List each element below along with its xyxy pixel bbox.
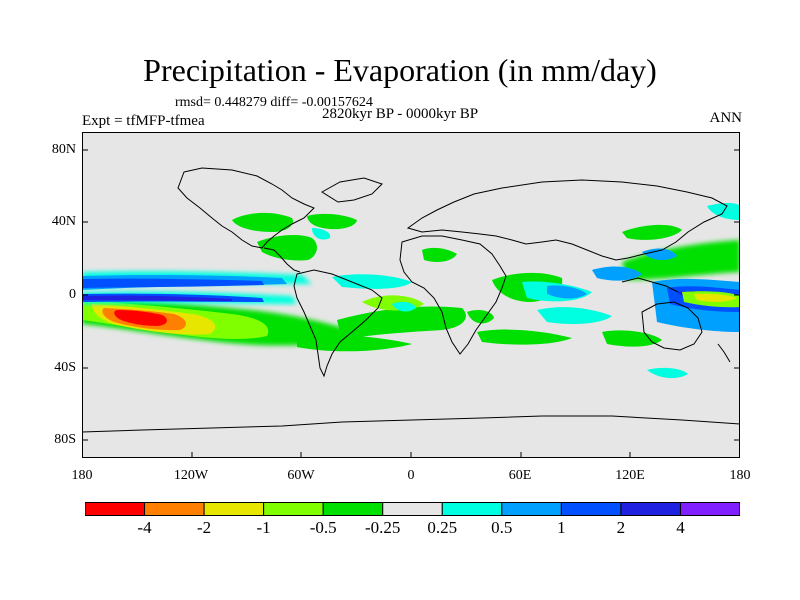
coast-greenland [321, 177, 383, 203]
colorbar-swatch [144, 502, 205, 516]
coast-central-america [263, 247, 301, 273]
field-patch [642, 248, 677, 261]
coast-africa [399, 235, 507, 355]
field-patch [257, 235, 317, 261]
colorbar-label: -0.25 [364, 518, 401, 537]
colorbar-swatch [679, 502, 740, 516]
lat-label: 40S [54, 360, 76, 375]
colorbar-label: 0.5 [491, 518, 513, 537]
colorbar-label: -2 [197, 518, 212, 537]
chart-title: Precipitation - Evaporation (in mm/day) [143, 52, 657, 88]
coast-eurasia [406, 179, 728, 261]
coastlines [82, 167, 740, 433]
field-patch [82, 278, 264, 288]
field-patch [232, 212, 294, 232]
lon-label: 60E [508, 468, 532, 483]
stats-label: rmsd= 0.448279 diff= -0.00157624 [175, 95, 373, 110]
field-patch [694, 293, 737, 303]
colorbar-swatch [263, 502, 324, 516]
coast-indonesia [621, 277, 679, 293]
coast-antarctica [82, 415, 740, 433]
world-map [82, 132, 740, 458]
field-patch [592, 266, 642, 281]
colorbar-swatch [560, 502, 622, 516]
field-patch [337, 306, 466, 340]
colorbar-swatch [501, 502, 562, 516]
field-patch [422, 247, 457, 262]
map-ticks [82, 149, 740, 458]
lat-label: 80N [51, 142, 76, 157]
lon-label: 120E [615, 468, 645, 483]
field-patch [312, 228, 331, 240]
lon-label: 180 [729, 468, 751, 483]
lon-label: 0 [407, 468, 415, 483]
field-patch [114, 310, 167, 326]
colorbar-label: 2 [616, 518, 626, 537]
colorbar-label: -0.5 [309, 518, 337, 537]
field-patch [467, 310, 494, 324]
colorbar-label: 1 [557, 518, 566, 537]
coast-australia [641, 301, 703, 351]
colorbar-swatch [322, 502, 384, 516]
coast-south-america [293, 269, 383, 378]
field-patch [392, 301, 416, 312]
lon-label: 60W [287, 468, 315, 483]
field-patch [82, 295, 232, 301]
colorbar [85, 502, 740, 516]
colorbar-label: -1 [256, 518, 271, 537]
lon-label: 120W [173, 468, 209, 483]
colorbar-swatch [203, 502, 265, 516]
field-patch [332, 274, 412, 289]
field-patch [622, 224, 682, 240]
lon-label: 180 [71, 468, 93, 483]
field-patch [307, 213, 357, 230]
anomaly-field [82, 203, 740, 379]
season-label: ANN [709, 110, 743, 126]
field-patch [647, 367, 688, 379]
field-patch [297, 334, 412, 352]
subtitle-label: 2820kyr BP - 0000kyr BP [322, 106, 479, 122]
field-patch [537, 307, 612, 324]
lat-label: 40N [51, 214, 76, 229]
colorbar-label: 4 [676, 518, 685, 537]
colorbar-swatch [382, 502, 443, 516]
field-patch [602, 330, 662, 347]
lat-label: 0 [69, 287, 76, 302]
field-patch [622, 240, 740, 280]
colorbar-swatch [441, 502, 503, 516]
colorbar-swatch [85, 502, 146, 516]
coast-north-america [177, 167, 315, 249]
field-patch [477, 329, 572, 345]
field-patch [547, 285, 587, 299]
lat-label: 80S [54, 432, 76, 447]
experiment-label: Expt = tfMFP-tfmea [82, 113, 205, 129]
colorbar-swatch [620, 502, 681, 516]
coast-new-zealand [717, 343, 731, 363]
colorbar-label: -4 [137, 518, 152, 537]
colorbar-label: 0.25 [427, 518, 458, 537]
